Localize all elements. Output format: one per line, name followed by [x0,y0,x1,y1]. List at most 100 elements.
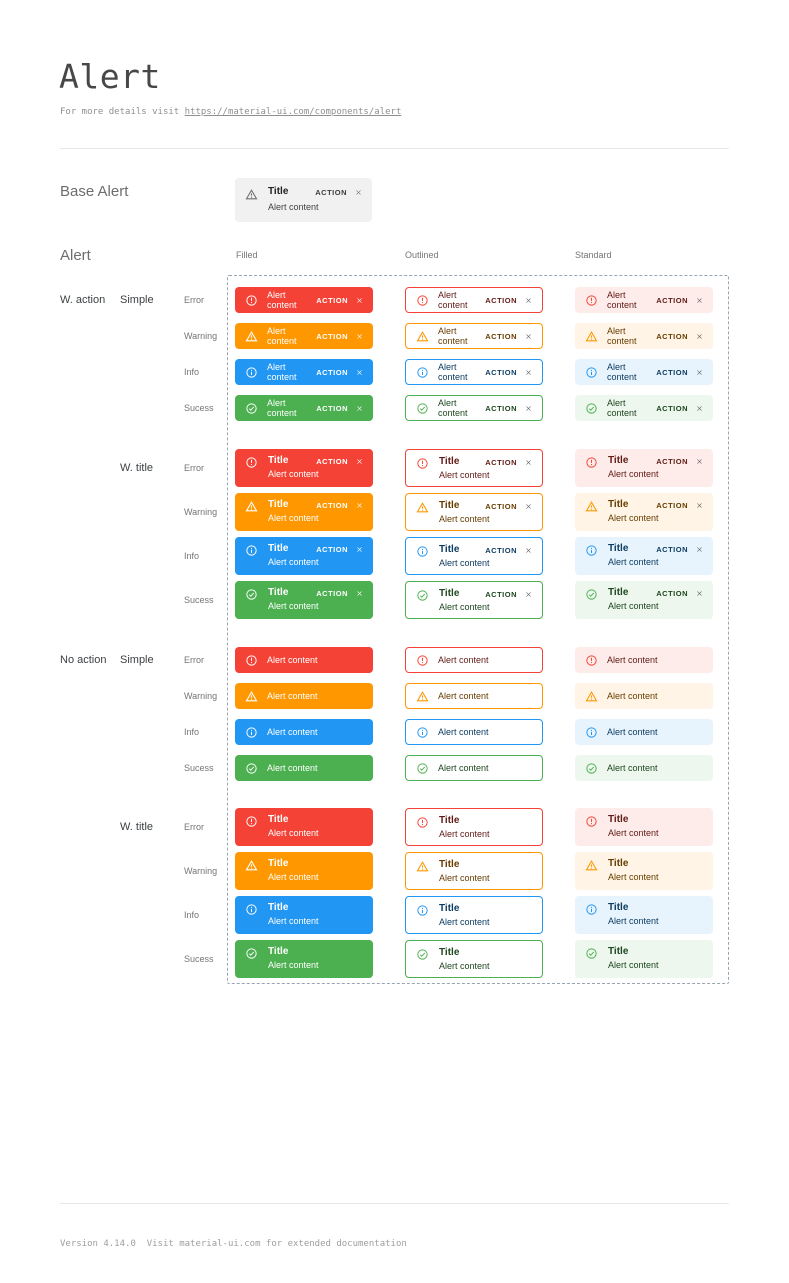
alert-filled-warning: Alert content ACTION [235,323,373,349]
success-icon [585,402,598,415]
action-button[interactable]: ACTION [315,188,347,197]
alert-outlined-info-titled: Title Alert content ACTION [405,537,543,575]
alert-content: Alert content [438,326,468,346]
action-button[interactable]: ACTION [656,367,688,377]
close-button[interactable] [355,545,364,554]
alert-content: Alert content [268,469,319,479]
action-button[interactable]: ACTION [656,331,688,341]
alert-content: Alert content [607,727,658,737]
action-button[interactable]: ACTION [656,457,688,466]
action-button[interactable]: ACTION [316,367,348,377]
close-button[interactable] [355,501,364,510]
alert-title: Title [439,588,460,599]
close-button[interactable] [695,457,704,466]
action-button[interactable]: ACTION [316,457,348,466]
action-button[interactable]: ACTION [656,589,688,598]
alert-filled-success: Alert content ACTION [235,395,373,421]
close-button[interactable] [695,332,704,341]
action-button[interactable]: ACTION [316,295,348,305]
bottom-divider [60,1203,729,1204]
close-button[interactable] [355,589,364,598]
alert-filled-success: Alert content [235,755,373,781]
action-button[interactable]: ACTION [485,331,517,341]
alert-content: Alert content [438,362,468,382]
warning-icon [245,188,258,201]
action-button[interactable]: ACTION [656,295,688,305]
alert-title: Title [268,455,289,466]
alert-outlined-warning-titled: Title Alert content [405,852,543,890]
close-button[interactable] [355,404,364,413]
close-button[interactable] [524,332,533,341]
alert-content: Alert content [607,362,637,382]
alert-title: Title [608,587,629,598]
group-label-no-action: No action [60,654,107,666]
info-icon [585,726,598,739]
base-alert-section-label: Base Alert [60,183,129,200]
action-button[interactable]: ACTION [485,546,517,555]
alert-standard-warning-titled: Title Alert content ACTION [575,493,713,531]
alert-title: Title [608,455,629,466]
close-button[interactable] [695,545,704,554]
docs-link[interactable]: https://material-ui.com/components/alert [184,107,402,117]
close-button[interactable] [355,368,364,377]
subgroup-label-w-title: W. title [120,821,154,833]
action-button[interactable]: ACTION [316,545,348,554]
alert-filled-info: Alert content ACTION [235,359,373,385]
row-label-info: Info [184,551,200,561]
close-button[interactable] [524,502,533,511]
error-icon [245,456,258,469]
alert-content: Alert content [268,202,319,212]
error-icon [416,654,429,667]
close-button[interactable] [695,589,704,598]
action-button[interactable]: ACTION [485,458,517,467]
subgroup-label-simple: Simple [120,294,154,306]
alert-content: Alert content [607,655,658,665]
subgroup-label-w-title: W. title [120,462,154,474]
row-label-warning: Warning [184,507,218,517]
warning-icon [416,501,429,514]
row-label-success: Sucess [184,595,214,605]
action-button[interactable]: ACTION [485,590,517,599]
action-button[interactable]: ACTION [316,403,348,413]
close-button[interactable] [524,458,533,467]
close-button[interactable] [524,404,533,413]
close-button[interactable] [695,296,704,305]
alert-content: Alert content [268,916,319,926]
success-icon [245,588,258,601]
close-button[interactable] [355,332,364,341]
action-button[interactable]: ACTION [316,501,348,510]
warning-icon [585,690,598,703]
alert-standard-info: Alert content ACTION [575,359,713,385]
close-button[interactable] [524,590,533,599]
alert-content: Alert content [268,513,319,523]
action-button[interactable]: ACTION [485,403,517,413]
close-button[interactable] [354,188,363,197]
close-button[interactable] [524,296,533,305]
close-button[interactable] [695,501,704,510]
action-button[interactable]: ACTION [485,295,517,305]
row-label-error: Error [184,822,204,832]
alert-content: Alert content [267,691,318,701]
action-button[interactable]: ACTION [656,545,688,554]
alert-filled-error: Alert content [235,647,373,673]
action-button[interactable]: ACTION [485,367,517,377]
close-button[interactable] [355,296,364,305]
close-button[interactable] [695,404,704,413]
close-button[interactable] [355,457,364,466]
close-button[interactable] [695,368,704,377]
action-button[interactable]: ACTION [656,501,688,510]
action-button[interactable]: ACTION [316,589,348,598]
alert-variants-frame [227,275,729,984]
alert-outlined-error: Alert content ACTION [405,287,543,313]
info-icon [416,545,429,558]
action-button[interactable]: ACTION [485,502,517,511]
alert-content: Alert content [607,326,637,346]
close-button[interactable] [524,546,533,555]
action-button[interactable]: ACTION [656,403,688,413]
alert-content: Alert content [267,362,297,382]
top-divider [60,148,729,149]
close-button[interactable] [524,368,533,377]
action-button[interactable]: ACTION [316,331,348,341]
alert-outlined-info-titled: Title Alert content [405,896,543,934]
